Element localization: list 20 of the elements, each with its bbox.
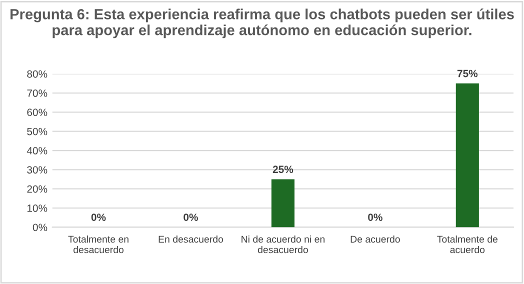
data-label: 75%: [457, 70, 478, 78]
y-tick-label: 50%: [27, 128, 48, 136]
chart-title: Pregunta 6: Esta experiencia reafirma que los chatbots pueden ser útiles para apoyar el aprendizaje autónomo en educación superior.: [10, 8, 514, 38]
data-label: 0%: [91, 214, 106, 221]
x-tick-label: Totalmente en desacuerdo: [68, 236, 128, 254]
data-label: 0%: [368, 214, 382, 221]
y-tick-label: 40%: [26, 147, 48, 154]
x-tick-label: Ni de acuerdo ni en desacuerdo: [242, 236, 324, 254]
y-tick-label: 70%: [27, 90, 48, 97]
y-tick-label: 0%: [32, 224, 48, 232]
y-tick-label: 60%: [27, 108, 48, 116]
y-tick-label: 30%: [27, 166, 48, 174]
y-tick-label: 80%: [27, 70, 48, 78]
x-tick-label: En desacuerdo: [158, 236, 224, 243]
y-tick-label: 10%: [27, 204, 48, 212]
data-label: 0%: [184, 214, 198, 221]
data-label: 25%: [272, 166, 294, 174]
x-tick-label: De acuerdo: [350, 236, 400, 243]
x-tick-label: Totalmente de acuerdo: [437, 236, 498, 254]
y-tick-label: 20%: [27, 185, 48, 193]
